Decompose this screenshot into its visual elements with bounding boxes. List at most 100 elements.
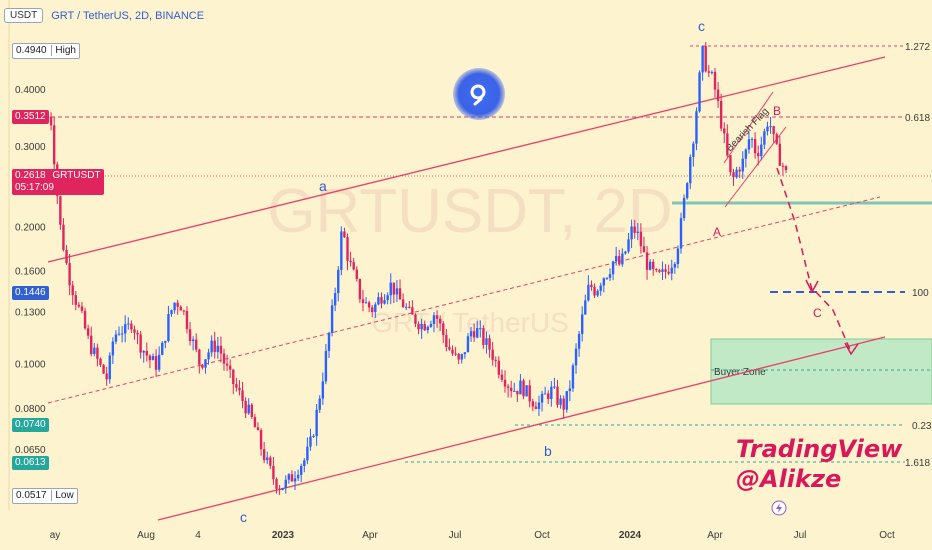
- candle-body: [111, 341, 115, 356]
- candle-body: [534, 406, 538, 409]
- candle-body: [293, 478, 297, 482]
- support-price-value: 0.1446: [15, 287, 46, 298]
- x-tick-label: ay: [50, 530, 61, 541]
- candle-body: [448, 347, 451, 350]
- channel-upper-line[interactable]: [47, 56, 886, 263]
- candle-body: [741, 158, 744, 172]
- candle-body: [151, 356, 155, 361]
- y-axis: 0.4000 0.3000 0.2000 0.1600 0.1300 0.1000 0.08…: [15, 85, 46, 456]
- lightning-icon[interactable]: [771, 500, 787, 516]
- candle-body: [68, 263, 71, 286]
- candle-body: [408, 306, 411, 308]
- candle-body: [571, 365, 575, 389]
- candle-body: [195, 339, 198, 350]
- candle-body: [404, 306, 408, 308]
- candle-body: [482, 328, 485, 345]
- level-label-100: 100: [912, 288, 929, 299]
- candle-body: [763, 131, 766, 145]
- candle-body: [225, 363, 229, 366]
- currency-selector[interactable]: USDT: [4, 8, 44, 23]
- candle-body: [682, 197, 686, 219]
- candle-body: [661, 269, 664, 272]
- candle-body: [90, 335, 93, 355]
- current-price-value: 0.2618: [15, 170, 46, 181]
- candle-body: [704, 46, 707, 72]
- candle-body: [525, 385, 528, 397]
- y-tick-label: 0.1600: [15, 267, 46, 278]
- candle-body: [537, 402, 541, 409]
- projection-leg-2: [815, 291, 852, 353]
- candle-body: [321, 381, 325, 399]
- candle-body: [692, 143, 695, 158]
- candle-body: [74, 295, 77, 305]
- channel-mid-line[interactable]: [47, 196, 881, 404]
- candle-body: [701, 46, 704, 73]
- candle-body: [658, 270, 661, 272]
- y-tick-label: 0.0800: [15, 404, 46, 415]
- level-label-1618: 1.618: [905, 458, 930, 469]
- candle-body: [136, 332, 139, 335]
- flag-upper-line: [723, 91, 774, 164]
- candle-body: [296, 474, 300, 479]
- candle-body: [750, 139, 754, 141]
- candle-body: [726, 133, 729, 156]
- candle-body: [392, 282, 396, 295]
- candle-body: [235, 384, 238, 388]
- candle-body: [86, 328, 90, 336]
- low-price-label: Low: [51, 490, 74, 501]
- candle-body: [142, 350, 145, 353]
- candle-body: [460, 354, 463, 360]
- candle-body: [306, 446, 309, 461]
- candle-body: [587, 284, 590, 301]
- x-tick-label: 4: [195, 530, 201, 541]
- x-tick-label: Jul: [794, 530, 807, 541]
- candle-body: [300, 465, 303, 475]
- candle-body: [528, 385, 531, 402]
- candle-body: [185, 310, 189, 330]
- wave-label-B: B: [773, 104, 781, 118]
- candle-body: [781, 165, 785, 167]
- candle-body: [639, 231, 643, 247]
- candle-body: [49, 116, 53, 126]
- candle-body: [429, 323, 433, 327]
- candle-body: [303, 460, 306, 466]
- candle-body: [457, 353, 460, 360]
- buyer-zone[interactable]: [710, 338, 932, 405]
- high-price-label: High: [51, 45, 76, 56]
- candle-body: [550, 386, 553, 399]
- chart-header: USDT GRT / TetherUS, 2D, BINANCE: [4, 8, 204, 23]
- candle-body: [127, 323, 130, 325]
- x-tick-label: Apr: [707, 530, 723, 541]
- candle-body: [333, 293, 337, 306]
- candle-body: [596, 290, 599, 296]
- candle-body: [676, 248, 680, 264]
- candle-body: [442, 323, 445, 336]
- candle-body: [349, 260, 352, 263]
- candle-body: [738, 169, 741, 172]
- candle-body: [352, 262, 355, 270]
- candle-body: [494, 359, 497, 361]
- graph-token-logo: [453, 68, 505, 120]
- candle-body: [516, 390, 519, 395]
- candle-body: [80, 306, 84, 311]
- candle-body: [247, 404, 250, 414]
- candle-body: [105, 373, 108, 380]
- candle-body: [729, 155, 732, 173]
- candle-body: [627, 239, 630, 252]
- low-price-tag: 0.0517 Low: [12, 488, 78, 504]
- candle-body: [645, 252, 649, 270]
- candle-body: [760, 144, 763, 157]
- x-tick-label: 2024: [619, 530, 642, 541]
- candle-body: [602, 278, 606, 286]
- candle-body: [65, 249, 68, 264]
- candle-body: [621, 253, 624, 265]
- candle-body: [766, 126, 769, 132]
- candle-body: [324, 350, 328, 382]
- candle-body: [355, 269, 358, 279]
- wave-label-b: b: [544, 443, 552, 459]
- candle-body: [735, 169, 738, 178]
- candle-body: [747, 139, 751, 150]
- candle-body: [707, 71, 711, 73]
- brand-handle: @Alikze: [736, 465, 842, 493]
